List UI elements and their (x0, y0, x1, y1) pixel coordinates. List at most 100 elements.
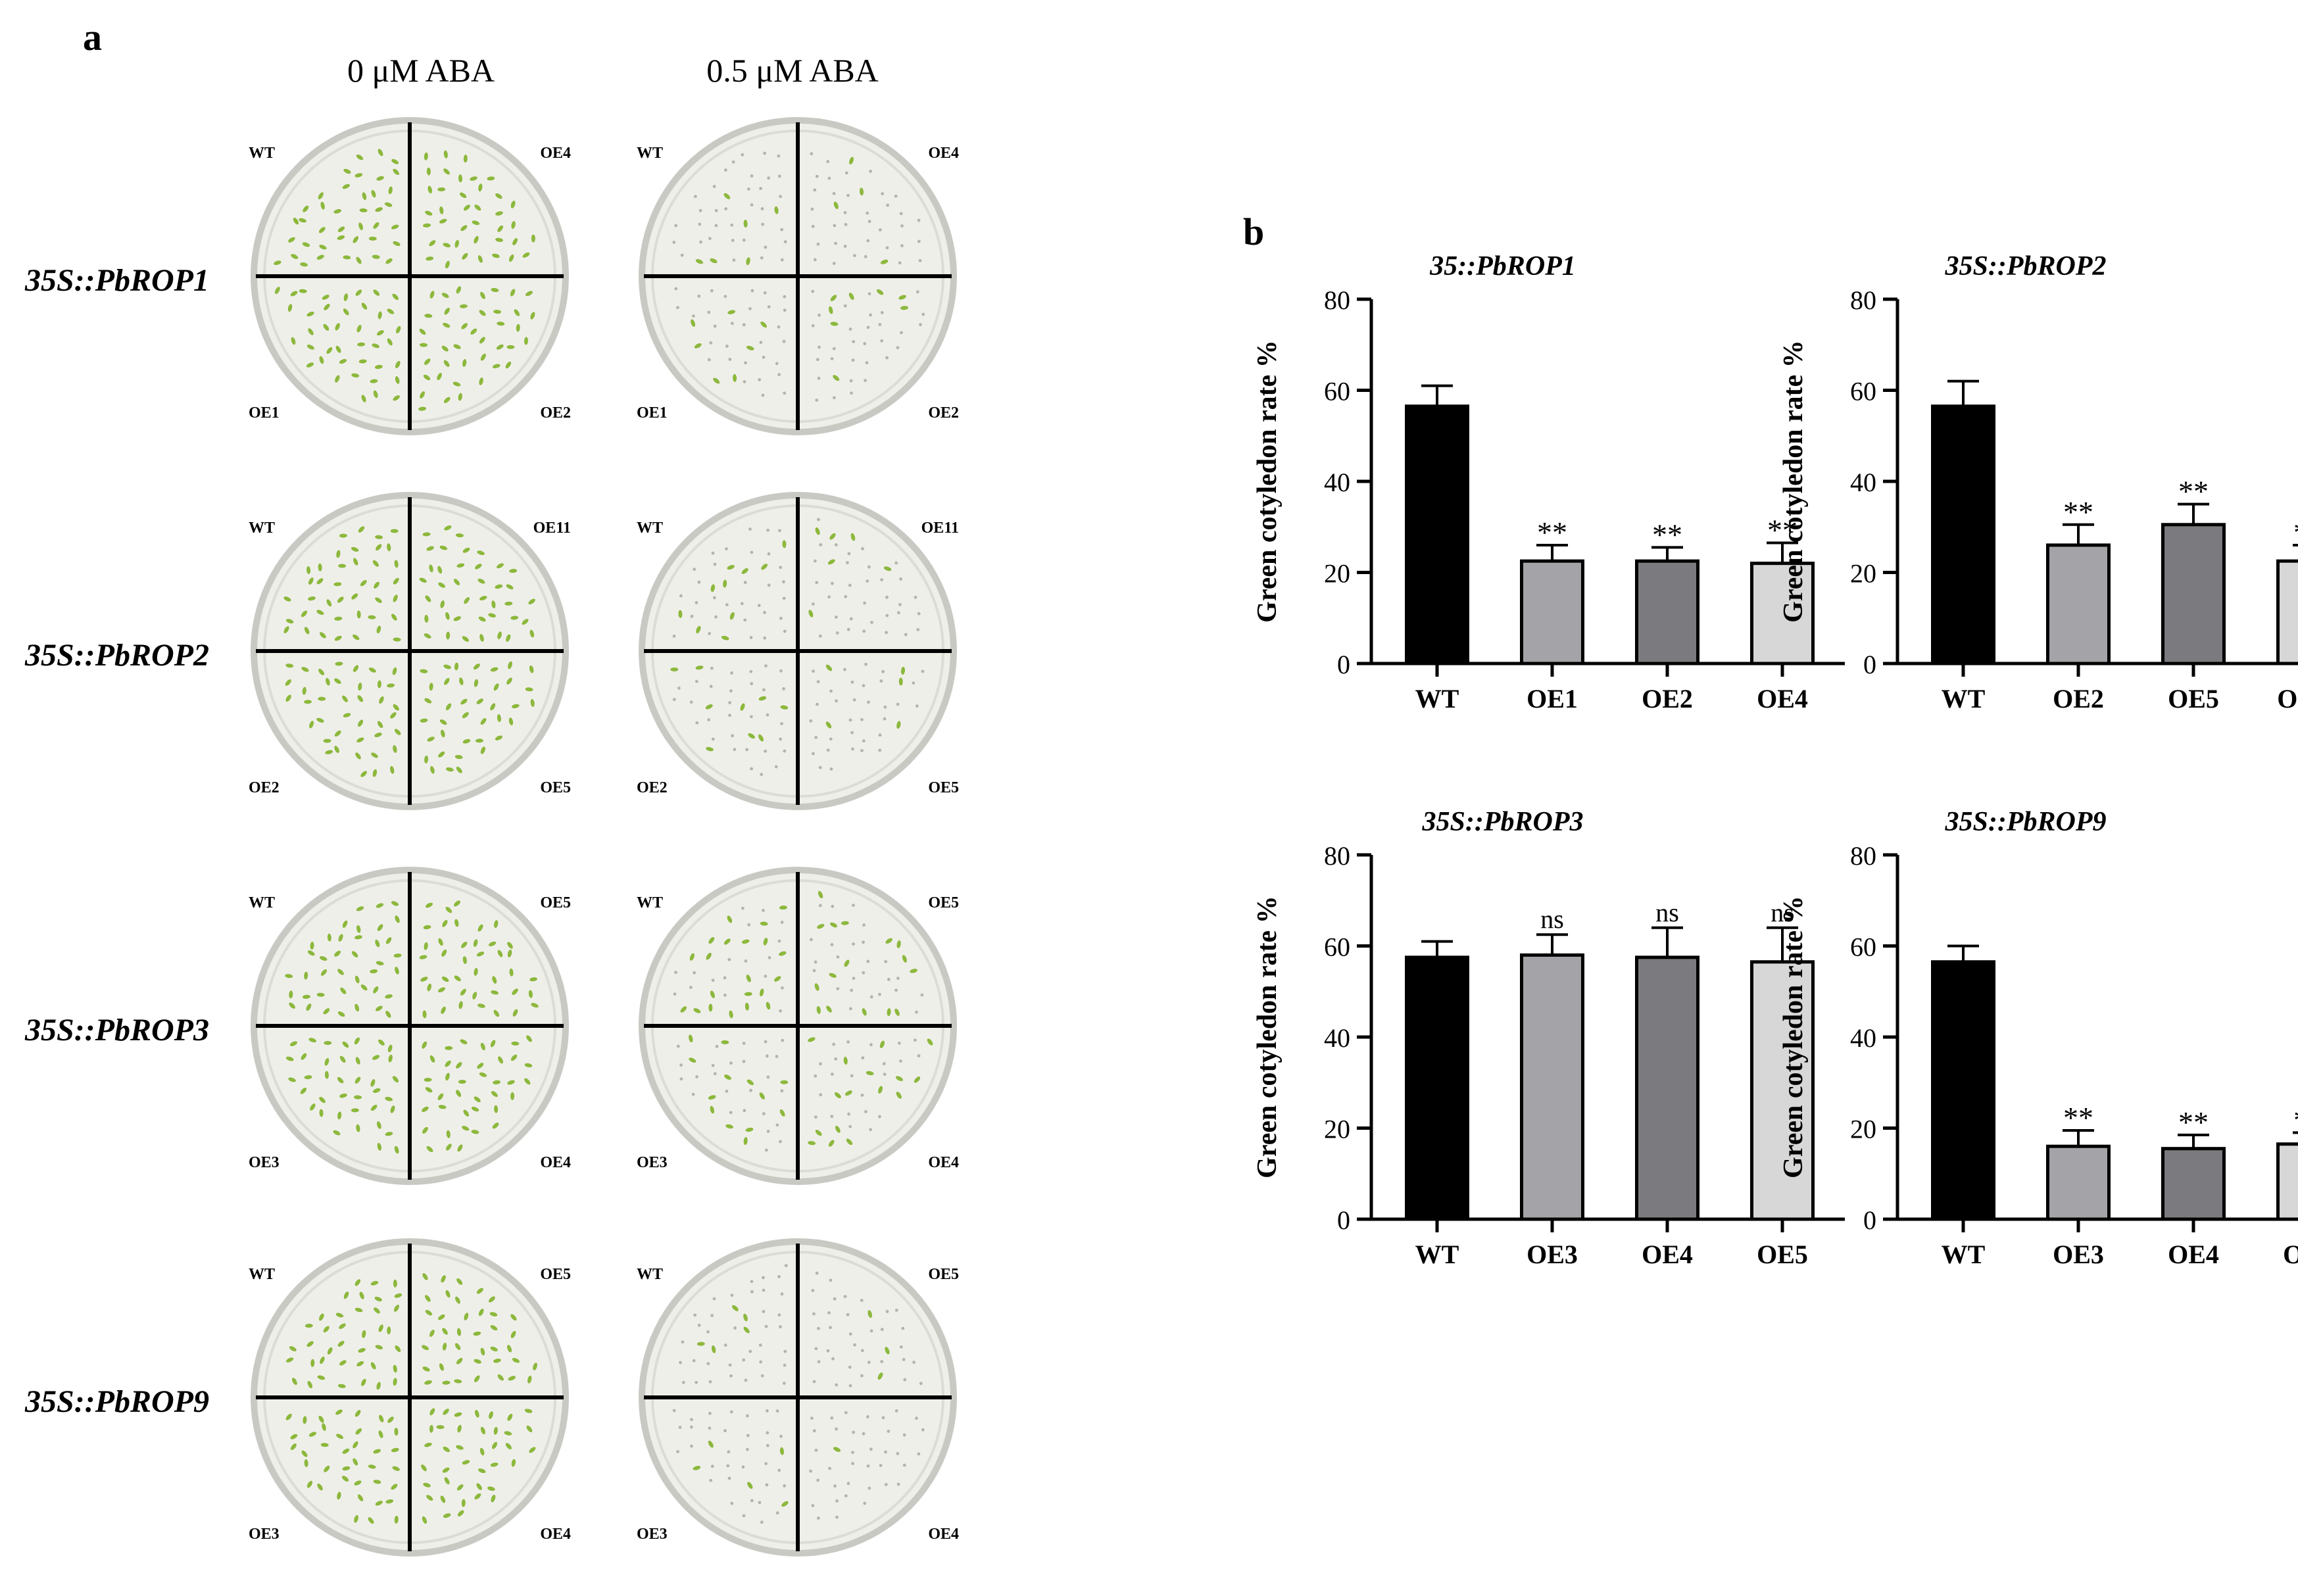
construct-label: 35S::PbROP9 (24, 1384, 209, 1419)
quadrant-label: OE2 (540, 404, 571, 422)
seedlings (672, 1264, 925, 1524)
quadrant-label: OE5 (928, 1266, 959, 1283)
x-tick-label: OE1 (1527, 684, 1578, 713)
y-tick-label: 0 (1863, 1205, 1876, 1235)
x-tick-label: OE5 (2283, 1240, 2298, 1269)
bar-wt (1405, 955, 1469, 1221)
bar-oe11 (2276, 559, 2298, 665)
x-tick-label: OE2 (2053, 684, 2104, 713)
bar-oe2 (1635, 559, 1699, 665)
seedlings (274, 149, 535, 411)
quadrant-label: OE4 (928, 1154, 959, 1171)
x-tick-label: OE11 (2277, 684, 2298, 713)
quadrant-label: OE5 (540, 779, 571, 796)
bar-wt (1931, 960, 1995, 1221)
y-tick-label: 60 (1324, 932, 1350, 962)
y-tick-label: 20 (1324, 1115, 1350, 1144)
significance-label: ** (2063, 1101, 2093, 1134)
condition-label-1: 0.5 μM ABA (706, 52, 879, 89)
quadrant-label: OE4 (540, 145, 571, 162)
y-tick-label: 80 (1324, 841, 1350, 871)
x-tick-label: WT (1942, 1240, 1986, 1269)
quadrant-label: WT (249, 894, 275, 911)
y-tick-label: 80 (1850, 285, 1876, 315)
y-tick-label: 0 (1337, 1205, 1350, 1235)
construct-label: 35S::PbROP1 (24, 263, 209, 298)
x-tick-label: WT (1415, 1240, 1459, 1269)
bar-oe1 (1520, 559, 1584, 665)
bar-oe2 (2046, 543, 2111, 665)
bar-oe3 (2046, 1144, 2111, 1221)
quadrant-label: OE1 (637, 404, 668, 422)
seedlings (283, 525, 535, 777)
quadrant-label: OE5 (928, 894, 959, 911)
y-tick-label: 40 (1850, 468, 1876, 497)
petri-plate: WT OE5 OE3 OE4 (637, 867, 959, 1185)
quadrant-label: OE11 (921, 520, 959, 537)
x-tick-label: OE3 (2053, 1240, 2104, 1269)
seedlings (285, 900, 539, 1154)
bar-oe3 (1520, 953, 1584, 1221)
quadrant-label: OE3 (637, 1154, 668, 1171)
y-axis-label: Green cotyledon rate % (1252, 896, 1283, 1178)
quadrant-label: OE5 (540, 894, 571, 911)
chart-title: 35S::PbROP2 (1945, 251, 2107, 281)
bar-oe5 (2161, 523, 2226, 665)
y-tick-label: 20 (1850, 1115, 1876, 1144)
petri-plate: WT OE4 OE1 OE2 (249, 117, 571, 435)
x-tick-label: WT (1942, 684, 1986, 713)
x-tick-label: WT (1415, 684, 1459, 713)
quadrant-label: WT (249, 1266, 275, 1283)
quadrant-label: OE3 (249, 1154, 280, 1171)
petri-plate: WT OE11 OE2 OE5 (249, 492, 571, 810)
bar-wt (1931, 404, 1995, 665)
quadrant-label: WT (249, 145, 275, 162)
quadrant-label: WT (249, 520, 275, 537)
significance-label: ** (2178, 1105, 2209, 1139)
bar-oe5 (2276, 1142, 2298, 1221)
y-axis-label: Green cotyledon rate % (1778, 896, 1809, 1178)
chart-title: 35S::PbROP9 (1945, 807, 2107, 837)
quadrant-label: OE5 (540, 1266, 571, 1283)
x-tick-label: OE4 (2168, 1240, 2219, 1269)
y-tick-label: 20 (1324, 559, 1350, 589)
seedlings (285, 1272, 537, 1524)
x-tick-label: OE4 (1642, 1240, 1693, 1269)
y-tick-label: 60 (1850, 932, 1876, 962)
y-tick-label: 0 (1863, 650, 1876, 679)
significance-label: ** (2063, 495, 2093, 529)
quadrant-label: OE11 (533, 520, 571, 537)
seedlings (670, 518, 925, 777)
bar-oe4 (1635, 955, 1699, 1221)
y-tick-label: 20 (1850, 559, 1876, 589)
significance-label: ns (1771, 898, 1794, 927)
y-tick-label: 40 (1850, 1023, 1876, 1053)
petri-plate: WT OE4 OE1 OE2 (637, 117, 959, 435)
x-tick-label: OE3 (1527, 1240, 1578, 1269)
x-tick-label: OE4 (1757, 684, 1808, 713)
quadrant-label: OE4 (540, 1526, 571, 1543)
significance-label: ** (1537, 516, 1567, 549)
quadrant-label: OE2 (928, 404, 959, 422)
significance-label: ** (2293, 516, 2298, 549)
significance-label: ** (1767, 513, 1797, 546)
quadrant-label: OE3 (249, 1526, 280, 1543)
y-tick-label: 80 (1850, 841, 1876, 871)
petri-plate: WT OE5 OE3 OE4 (637, 1238, 959, 1557)
quadrant-label: OE5 (928, 779, 959, 796)
y-tick-label: 60 (1850, 377, 1876, 406)
significance-label: ** (2293, 1103, 2298, 1136)
quadrant-label: OE1 (249, 404, 280, 422)
bar-oe4 (2161, 1147, 2226, 1221)
petri-plate: WT OE5 OE3 OE4 (249, 867, 571, 1185)
y-tick-label: 80 (1324, 285, 1350, 315)
petri-plate: WT OE11 OE2 OE5 (637, 492, 959, 810)
y-tick-label: 0 (1337, 650, 1350, 679)
y-axis-label: Green cotyledon rate % (1778, 340, 1809, 623)
x-tick-label: OE5 (1757, 1240, 1808, 1269)
